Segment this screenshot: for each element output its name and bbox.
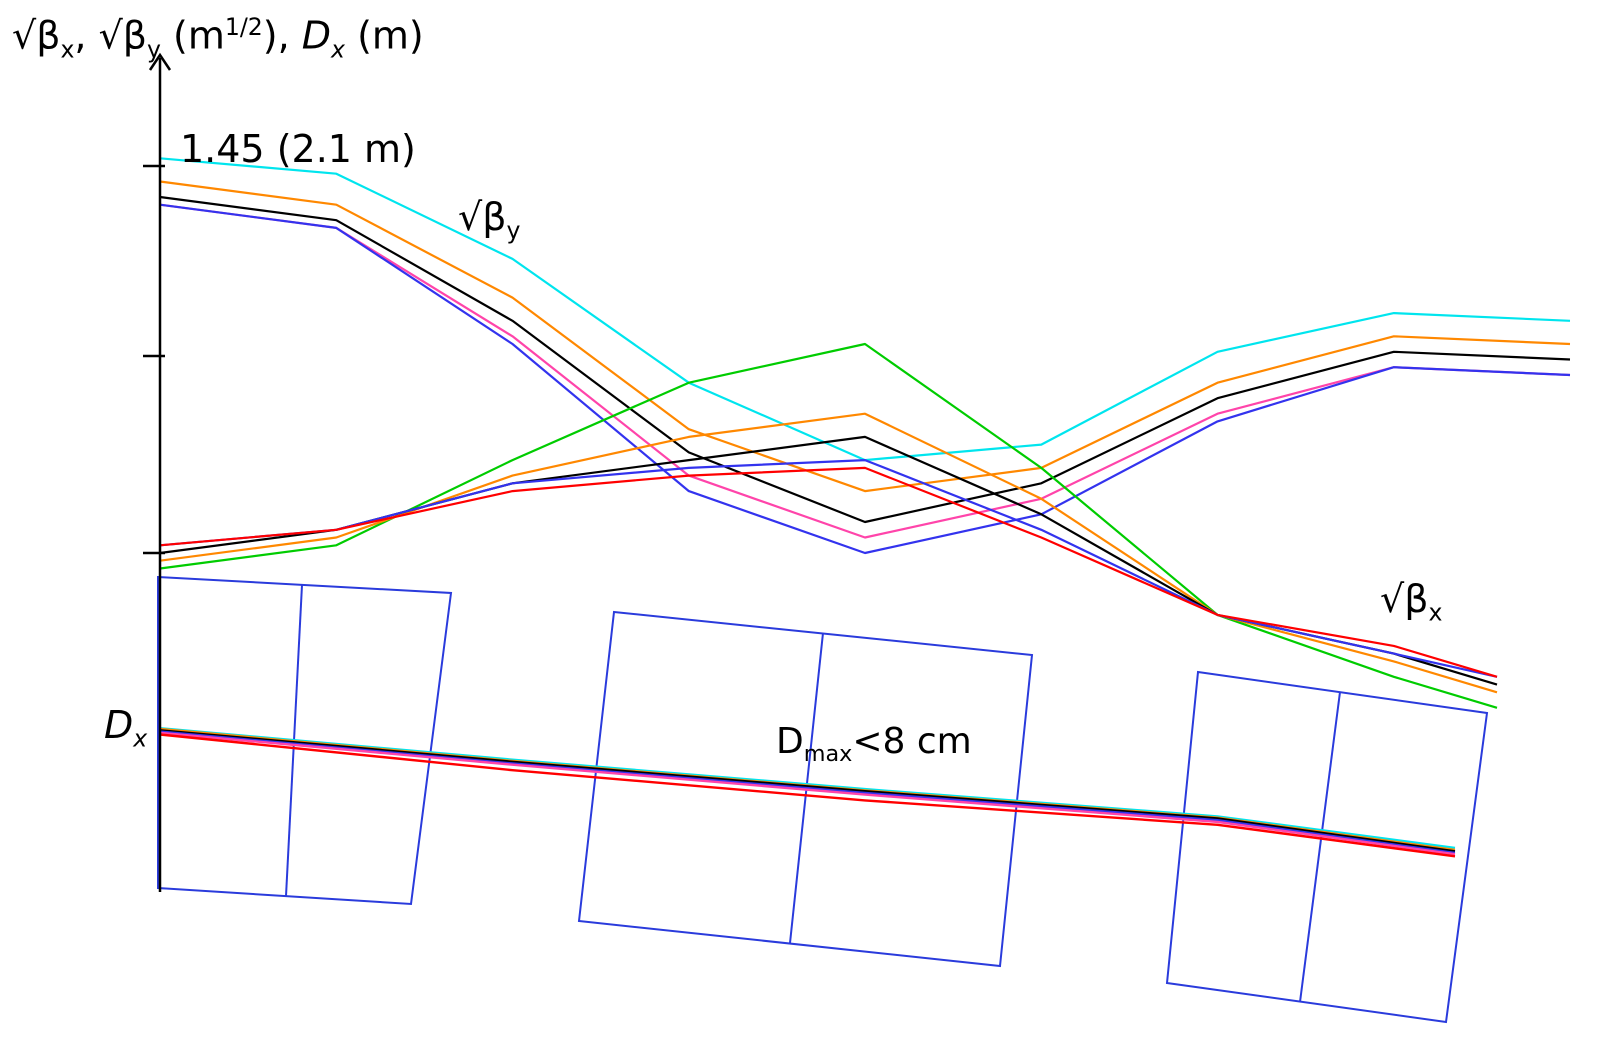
y-axis-arrowhead	[148, 52, 172, 71]
beta-x-line-4	[159, 459, 1498, 678]
dx-line-5	[159, 731, 1456, 856]
dx-annotation: Dx	[104, 703, 148, 753]
magnet-left-outline	[157, 575, 453, 906]
beta-y-series-group	[159, 157, 1571, 555]
beta-x-line-2	[159, 412, 1498, 694]
beta-y-line-3	[159, 195, 1571, 524]
magnet-middle-outline	[577, 610, 1034, 968]
magnet-right-outline	[1165, 670, 1489, 1024]
beta-y-line-5	[159, 203, 1571, 555]
beta-y-line-4	[159, 203, 1571, 539]
beta-y-annotation: √βy	[458, 195, 521, 245]
dispersion-series-group	[159, 727, 1456, 858]
dx-line-3	[159, 729, 1456, 853]
beta-x-line-1	[159, 342, 1498, 709]
beta-x-series-group	[159, 342, 1498, 709]
beta-x-line-5	[159, 466, 1498, 678]
y-axis-label: √βx, √βy (m1/2), Dx (m)	[12, 13, 424, 64]
dx-line-6	[159, 733, 1456, 858]
y-tick-label-top: 1.45 (2.1 m)	[180, 127, 416, 171]
dmax-annotation: Dmax<8 cm	[776, 721, 972, 768]
magnet-right-divider	[1299, 691, 1341, 1003]
beta-y-line-2	[159, 180, 1571, 493]
beta-x-line-3	[159, 435, 1498, 686]
y-axis	[143, 52, 172, 892]
beta-x-annotation: √βx	[1380, 577, 1443, 627]
magnet-outlines	[157, 575, 1489, 1024]
